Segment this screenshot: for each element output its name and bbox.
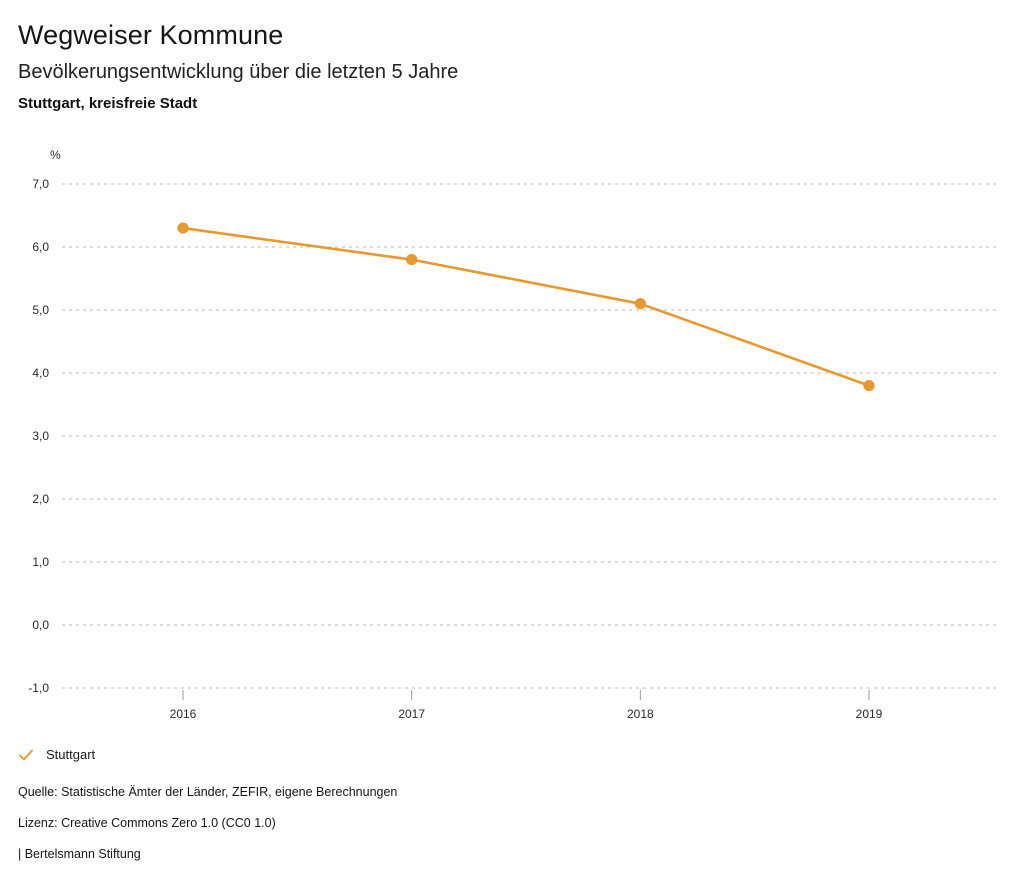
y-axis-tick-label: 0,0	[32, 618, 49, 632]
data-point[interactable]	[863, 380, 875, 392]
chart-region-label: Stuttgart, kreisfreie Stadt	[18, 95, 198, 112]
y-axis-tick-label: -1,0	[28, 681, 49, 695]
legend-item-label: Stuttgart	[46, 747, 96, 762]
x-axis-tick-label: 2017	[398, 707, 425, 721]
chart-legend: Stuttgart	[18, 744, 95, 766]
y-axis-tick-label: 2,0	[32, 492, 49, 506]
x-axis-tick-label: 2016	[170, 707, 197, 721]
x-axis-tick-label: 2018	[627, 707, 654, 721]
footer-publisher: | Bertelsmann Stiftung	[18, 847, 141, 861]
x-axis-tick-label: 2019	[856, 707, 883, 721]
check-icon	[18, 747, 34, 763]
y-axis-tick-label: 7,0	[32, 177, 49, 191]
chart-header: Wegweiser Kommune Bevölkerungsentwicklun…	[18, 18, 998, 113]
y-axis-tick-label: 4,0	[32, 366, 49, 380]
page-title: Wegweiser Kommune	[18, 20, 284, 50]
data-point[interactable]	[177, 222, 189, 234]
y-axis-tick-label: 3,0	[32, 429, 49, 443]
data-point[interactable]	[634, 298, 646, 310]
footer-license: Lizenz: Creative Commons Zero 1.0 (CC0 1…	[18, 816, 276, 830]
y-axis-unit-label: %	[50, 148, 61, 162]
chart-subtitle: Bevölkerungsentwicklung über die letzten…	[18, 61, 459, 83]
line-chart-svg: 7,0 6,0 5,0 4,0 3,0 2,0 1,0 0,0 -1,0 2016 2017 2018…	[28, 177, 1000, 721]
y-axis-tick-label: 1,0	[32, 555, 49, 569]
y-axis-tick-label: 5,0	[32, 303, 49, 317]
data-point[interactable]	[406, 254, 418, 266]
chart-plot-area: % 7,0 6,0 5,0 4,0 3,0 2,0 1,0 0,0 -1,0 2016 2017 20…	[0, 140, 1024, 740]
chart-footer: Quelle: Statistische Ämter der Länder, Z…	[18, 784, 918, 862]
footer-source: Quelle: Statistische Ämter der Länder, Z…	[18, 785, 398, 799]
series-line-stuttgart	[181, 226, 871, 387]
legend-item-stuttgart[interactable]: Stuttgart	[18, 747, 95, 763]
y-axis-tick-label: 6,0	[32, 240, 49, 254]
